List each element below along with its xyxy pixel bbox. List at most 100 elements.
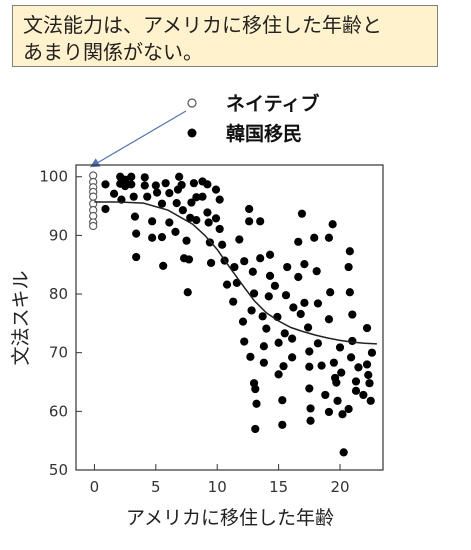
korean-immigrant-point (101, 204, 110, 214)
korean-immigrant-point (306, 416, 315, 425)
korean-immigrant-point (171, 227, 180, 236)
legend-pointer-arrow (89, 110, 187, 168)
korean-immigrant-point (140, 181, 149, 190)
korean-immigrant-point (178, 206, 187, 215)
korean-immigrant-point (306, 404, 315, 413)
korean-immigrant-point (317, 361, 326, 370)
korean-immigrant-point (365, 379, 374, 388)
callout-line-2: あまり関係がない。 (23, 40, 203, 64)
korean-immigrant-point (186, 213, 195, 222)
korean-immigrant-point (140, 173, 149, 182)
korean-immigrant-point (329, 358, 338, 367)
korean-immigrant-point (346, 353, 356, 362)
x-tick-label: 15 (269, 478, 288, 496)
korean-immigrant-point (203, 208, 212, 217)
korean-immigrant-point (175, 172, 184, 181)
korean-immigrant-point (258, 312, 267, 321)
korean-immigrant-point (230, 262, 239, 272)
legend-marker-native (187, 98, 197, 108)
korean-immigrant-point (265, 250, 275, 259)
korean-immigrant-point (274, 370, 283, 379)
korean-immigrant-point (172, 199, 181, 208)
korean-immigrant-point (345, 247, 354, 256)
korean-immigrant-point (305, 384, 314, 393)
korean-immigrant-point (246, 352, 255, 361)
korean-immigrant-point (324, 233, 334, 242)
korean-immigrant-point (206, 258, 216, 268)
x-tick-label: 10 (208, 478, 227, 496)
x-axis-label: アメリカに移住した年齢 (126, 507, 334, 529)
korean-immigrant-point (294, 272, 303, 282)
korean-immigrant-point (324, 407, 334, 417)
korean-immigrant-point (165, 189, 174, 198)
korean-immigrant-point (288, 334, 297, 343)
korean-immigrant-point (344, 404, 353, 414)
korean-immigrant-point (288, 353, 297, 362)
korean-immigrant-point (300, 260, 309, 269)
korean-immigrant-point (326, 288, 335, 297)
korean-immigrant-point (337, 368, 346, 377)
korean-immigrant-point (238, 317, 248, 326)
korean-immigrant-point (109, 189, 119, 198)
korean-immigrant-point (278, 420, 287, 429)
korean-immigrant-point (339, 448, 348, 457)
korean-immigrant-point (203, 180, 212, 189)
y-tick-label: 50 (49, 461, 68, 479)
korean-immigrant-point (245, 217, 254, 226)
legend: ネイティブ 韓国移民 (187, 92, 319, 145)
korean-immigrant-point (152, 188, 162, 197)
korean-immigrant-point (192, 193, 201, 202)
korean-immigrant-point (265, 271, 275, 280)
korean-immigrant-point (324, 315, 334, 324)
korean-immigrant-point (305, 347, 314, 356)
x-tick-label: 5 (151, 478, 161, 496)
korean-immigrant-point (218, 240, 227, 249)
korean-immigrant-point (183, 288, 192, 297)
korean-immigrant-point (300, 298, 309, 307)
korean-immigrant-point (132, 252, 141, 262)
korean-immigrant-point (335, 343, 345, 352)
korean-immigrant-point (310, 233, 319, 242)
korean-immigrant-point (248, 267, 257, 276)
korean-immigrant-point (211, 214, 221, 223)
korean-immigrant-point (280, 329, 289, 338)
korean-immigrant-point (297, 209, 307, 218)
korean-immigrant-point (240, 337, 249, 346)
korean-immigrant-point (338, 410, 347, 419)
korean-immigrant-point (245, 204, 254, 214)
korean-immigrant-point (367, 348, 377, 357)
korean-immigrant-point (294, 237, 303, 246)
y-tick-label: 70 (49, 344, 68, 362)
korean-immigrant-point (296, 309, 305, 319)
takeaway-callout: 文法能力は、アメリカに移住した年齢と あまり関係がない。 (12, 5, 438, 67)
korean-immigrant-point (235, 235, 244, 244)
korean-immigrant-point (130, 212, 140, 221)
korean-immigrant-point (274, 338, 283, 347)
korean-immigrant-point (359, 390, 368, 400)
korean-immigrant-point (279, 362, 288, 371)
korean-immigrant-point (148, 233, 157, 242)
korean-immigrant-point (215, 195, 224, 204)
korean-immigrant-point (364, 370, 373, 380)
korean-immigrant-point (362, 360, 372, 369)
korean-immigrant-point (345, 288, 354, 297)
data-points (89, 171, 377, 457)
korean-immigrant-point (332, 378, 341, 387)
korean-immigrant-point (305, 362, 314, 371)
korean-immigrant-point (247, 306, 256, 315)
korean-immigrant-point (351, 377, 361, 386)
korean-immigrant-point (256, 217, 265, 226)
y-tick-label: 80 (49, 285, 68, 303)
korean-immigrant-point (303, 323, 313, 332)
legend-label-native: ネイティブ (226, 92, 319, 115)
x-tick-label: 0 (90, 478, 100, 496)
korean-immigrant-point (249, 289, 259, 298)
korean-immigrant-point (127, 180, 136, 189)
korean-immigrant-point (313, 299, 323, 308)
korean-immigrant-point (283, 262, 292, 272)
axes: 0 5 10 15 20 50 60 70 80 90 100 (39, 168, 349, 496)
korean-immigrant-point (127, 172, 136, 181)
korean-immigrant-point (251, 384, 260, 394)
korean-immigrant-point (281, 291, 291, 300)
korean-immigrant-point (121, 182, 130, 191)
